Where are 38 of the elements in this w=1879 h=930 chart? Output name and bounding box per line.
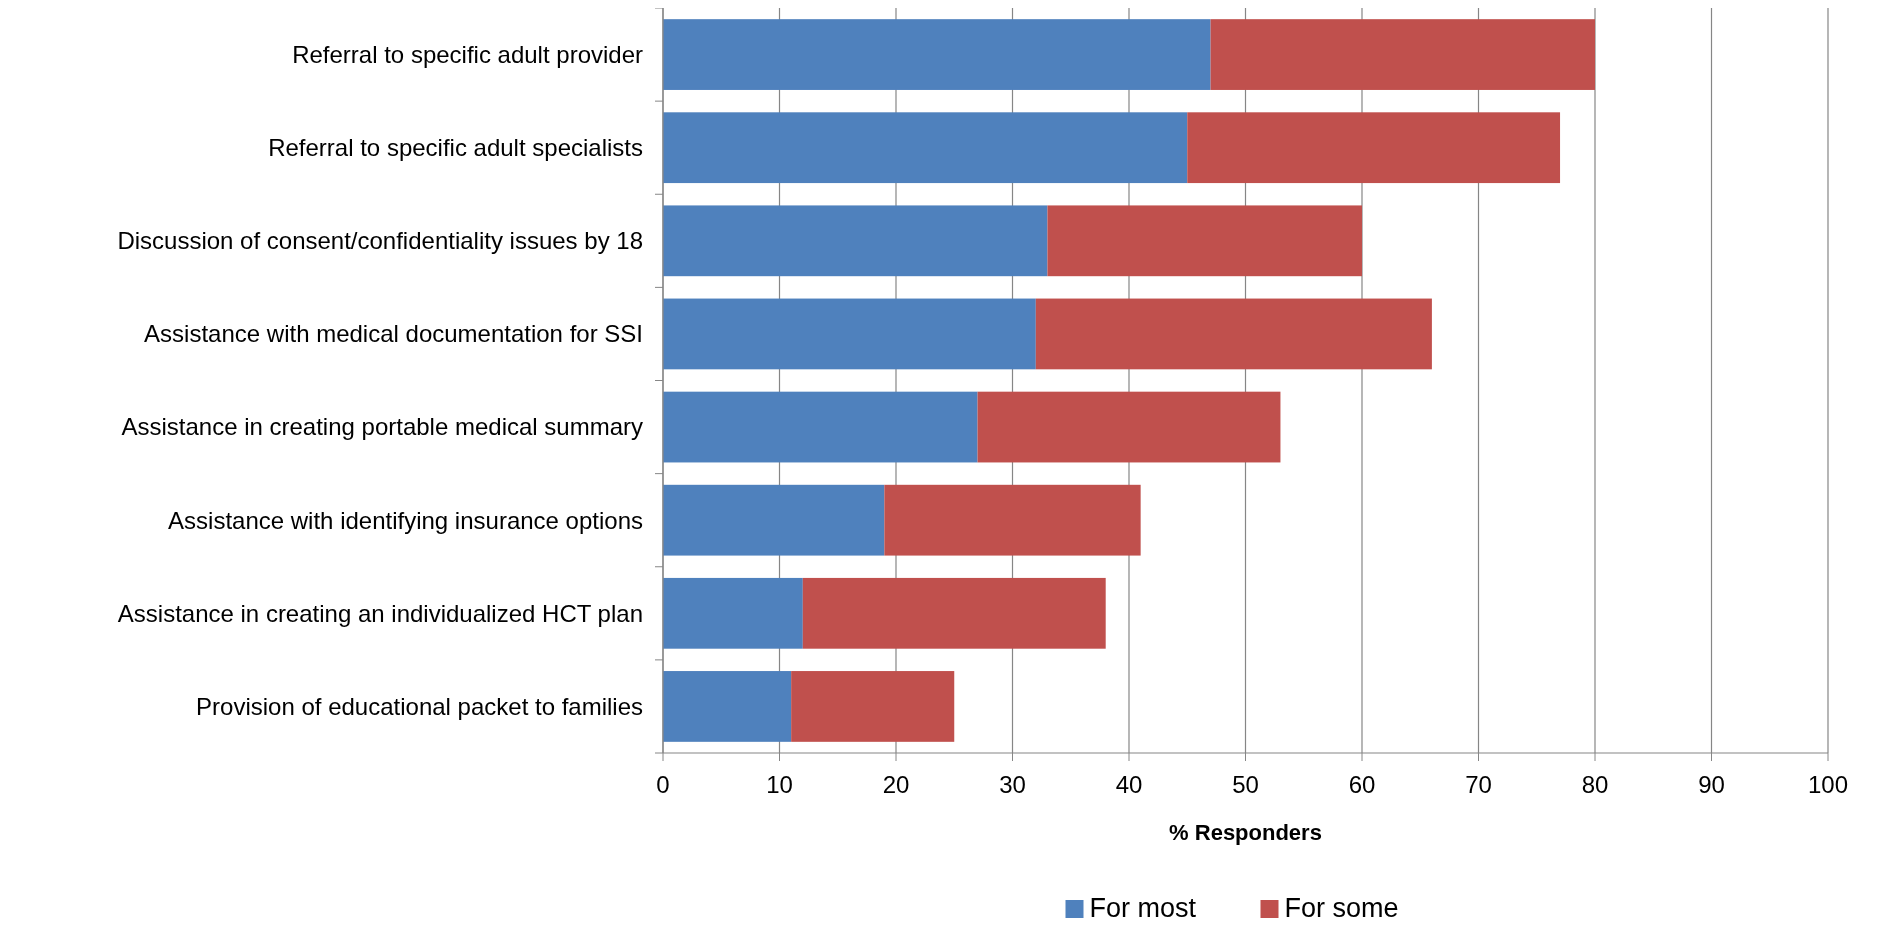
bar — [1047, 205, 1362, 277]
x-tick-label: 80 — [1581, 771, 1609, 798]
legend-label: For most — [1089, 893, 1197, 923]
bar — [802, 577, 1106, 649]
y-tick-label: Assistance with medical documentation for SSI — [144, 320, 643, 348]
x-tick-label: 40 — [1115, 771, 1143, 798]
bar — [663, 298, 1036, 370]
bar — [663, 577, 803, 649]
x-tick-label: 10 — [766, 771, 793, 798]
x-tick-label: 50 — [1232, 771, 1259, 798]
x-tick-label: 70 — [1465, 771, 1492, 798]
bar — [884, 484, 1141, 556]
bar — [791, 671, 955, 742]
x-tick-label: 0 — [656, 771, 670, 798]
y-tick-label: Referral to specific adult provider — [292, 40, 643, 68]
bar — [1210, 19, 1595, 90]
y-tick-label: Discussion of consent/confidentiality issues by 18 — [117, 227, 643, 255]
legend-label: For some — [1284, 893, 1399, 923]
y-tick-label: Assistance with identifying insurance options — [168, 506, 643, 534]
y-tick-label: Referral to specific adult specialists — [268, 134, 643, 162]
x-tick-label: 30 — [999, 771, 1026, 798]
x-tick-label: 90 — [1698, 771, 1725, 798]
x-tick-label: 60 — [1348, 771, 1376, 798]
y-tick-label: Provision of educational packet to families — [196, 692, 643, 720]
bar — [663, 671, 792, 742]
x-axis-title: % Responders — [1169, 820, 1322, 845]
bar — [977, 391, 1281, 463]
bar — [1035, 298, 1432, 370]
x-tick-label: 100 — [1807, 771, 1849, 798]
bar — [663, 19, 1211, 90]
bar — [663, 484, 885, 556]
bar — [1187, 112, 1561, 184]
bar — [663, 112, 1188, 184]
x-tick-label: 20 — [882, 771, 910, 798]
y-tick-label: Assistance in creating portable medical summary — [121, 413, 643, 441]
bar — [663, 391, 978, 463]
y-tick-label: Assistance in creating an individualized HCT plan — [117, 599, 643, 627]
bar — [663, 205, 1048, 277]
